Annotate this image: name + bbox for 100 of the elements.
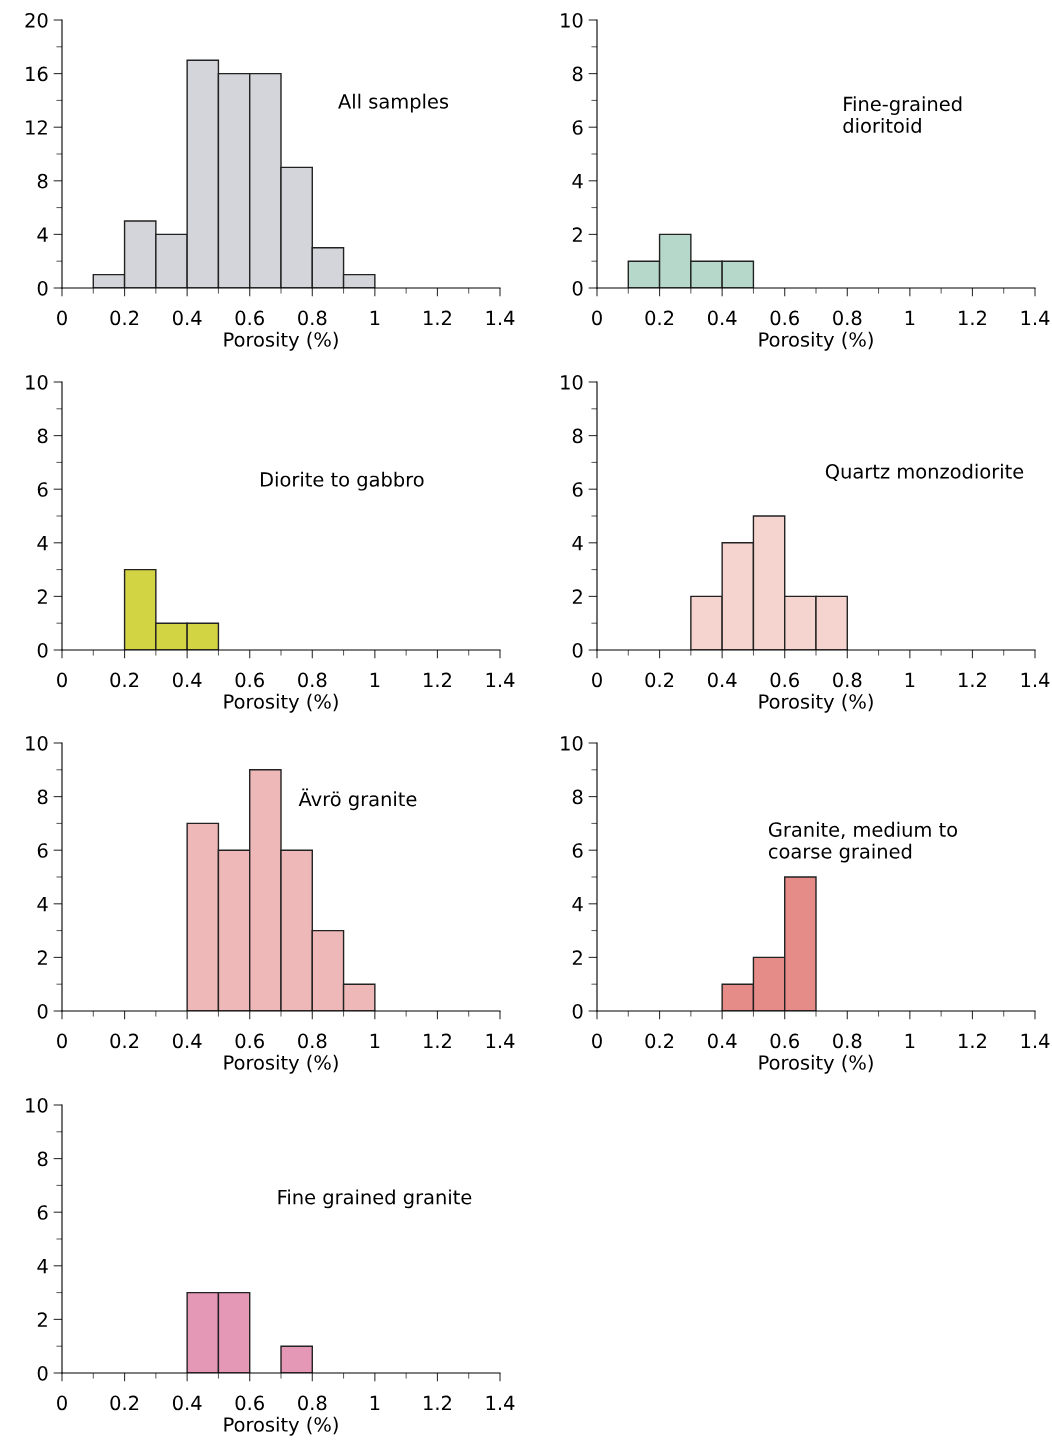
y-tick-label: 0 — [37, 1365, 48, 1381]
x-tick-label: 0.4 — [172, 310, 202, 326]
x-axis-title: Porosity (%) — [759, 331, 873, 351]
x-axis-title: Porosity (%) — [224, 1054, 338, 1074]
x-tick-label: 1.2 — [424, 1033, 451, 1048]
x-tick-label: 0.2 — [645, 672, 674, 688]
x-tick-label: 1 — [905, 310, 915, 325]
x-tick-label: 1.2 — [424, 1395, 451, 1410]
y-tick-label: 4 — [572, 536, 583, 551]
x-tick-label: 1.2 — [424, 310, 451, 325]
x-axis-title: Porosity (%) — [224, 1416, 338, 1436]
x-tick-label: 0 — [592, 672, 602, 688]
x-tick-label: 1.2 — [959, 310, 986, 325]
y-tick-label: 6 — [37, 482, 48, 497]
text: Fine-grained dioritoid — [843, 96, 962, 134]
y-tick-label: 0 — [37, 1003, 48, 1019]
x-tick-label: 1.2 — [959, 672, 986, 687]
text: Diorite to gabbro — [261, 471, 424, 491]
y-tick-label: 0 — [37, 280, 48, 296]
x-tick-label: 1.2 — [424, 672, 451, 687]
y-tick-label: 8 — [37, 428, 48, 444]
y-tick-label: 4 — [37, 1259, 48, 1274]
y-tick-label: 16 — [26, 66, 48, 82]
y-tick-label: 4 — [572, 174, 583, 189]
x-tick-label: 0.4 — [707, 672, 737, 688]
x-tick-label: 0 — [57, 1033, 67, 1049]
y-tick-label: 6 — [572, 482, 583, 497]
x-tick-label: 1 — [370, 310, 380, 325]
x-tick-label: 0.4 — [172, 672, 202, 688]
y-tick-label: 4 — [37, 897, 48, 912]
x-tick-label: 0.8 — [833, 672, 862, 688]
x-tick-label: 0.6 — [770, 1033, 799, 1049]
x-tick-label: 0.2 — [110, 672, 139, 688]
y-tick-label: 2 — [572, 950, 582, 965]
y-tick-label: 6 — [37, 843, 48, 858]
y-tick-label: 8 — [572, 66, 583, 82]
x-tick-label: 1.4 — [486, 1395, 515, 1410]
y-tick-label: 10 — [561, 374, 583, 390]
x-tick-label: 1.4 — [486, 1033, 515, 1048]
x-tick-label: 0.6 — [770, 310, 799, 326]
x-tick-label: 0.4 — [707, 310, 737, 326]
x-tick-label: 0.2 — [645, 310, 674, 326]
x-tick-label: 1 — [370, 672, 380, 687]
y-tick-label: 2 — [37, 950, 47, 965]
y-tick-label: 2 — [37, 589, 47, 604]
y-tick-label: 4 — [37, 227, 48, 242]
x-tick-label: 1.4 — [1021, 672, 1050, 687]
y-tick-label: 8 — [37, 1151, 48, 1167]
x-tick-label: 1.4 — [486, 310, 515, 325]
x-tick-label: 1 — [905, 1033, 915, 1048]
x-tick-label: 1 — [905, 672, 915, 687]
x-tick-label: 0.4 — [172, 1395, 202, 1411]
x-tick-label: 0.6 — [235, 672, 264, 688]
x-tick-label: 0.2 — [110, 1395, 139, 1411]
y-tick-label: 8 — [37, 173, 48, 189]
y-tick-label: 4 — [572, 897, 583, 912]
y-tick-label: 6 — [572, 120, 583, 135]
text: Ävrö granite — [298, 788, 417, 811]
x-tick-label: 0.4 — [172, 1033, 202, 1049]
text: Fine grained granite — [278, 1189, 472, 1209]
x-tick-label: 0.8 — [298, 1033, 327, 1049]
x-tick-label: 0.6 — [770, 672, 799, 688]
x-tick-label: 0.4 — [707, 1033, 737, 1049]
x-tick-label: 1 — [370, 1033, 380, 1048]
y-tick-label: 2 — [572, 227, 582, 242]
x-tick-label: 0.8 — [298, 672, 327, 688]
y-tick-label: 0 — [572, 642, 583, 658]
x-tick-label: 1.4 — [486, 672, 515, 687]
x-tick-label: 0.2 — [110, 310, 139, 326]
x-tick-label: 1.4 — [1021, 310, 1050, 325]
x-axis-title: Porosity (%) — [759, 693, 873, 713]
text: Granite, medium to coarse grained — [768, 821, 958, 863]
y-tick-label: 2 — [37, 1312, 47, 1327]
y-tick-label: 8 — [37, 789, 48, 805]
y-tick-label: 10 — [26, 735, 48, 751]
x-tick-label: 0.6 — [235, 1395, 264, 1411]
x-tick-label: 0.8 — [298, 310, 327, 326]
y-tick-label: 8 — [572, 789, 583, 805]
y-tick-label: 10 — [26, 374, 48, 390]
x-tick-label: 1 — [370, 1395, 380, 1410]
y-tick-label: 6 — [37, 1205, 48, 1220]
y-tick-label: 2 — [572, 589, 582, 604]
y-tick-label: 10 — [561, 12, 583, 28]
y-tick-label: 6 — [572, 843, 583, 858]
y-tick-label: 8 — [572, 428, 583, 444]
x-tick-label: 0.8 — [833, 1033, 862, 1049]
x-tick-label: 0.8 — [298, 1395, 327, 1411]
x-axis-title: Porosity (%) — [224, 693, 338, 713]
x-tick-label: 0.8 — [833, 310, 862, 326]
y-tick-label: 10 — [26, 1097, 48, 1113]
x-tick-label: 0.2 — [645, 1033, 674, 1049]
y-tick-label: 12 — [26, 120, 47, 135]
x-tick-label: 0 — [592, 1033, 602, 1049]
x-axis-title: Porosity (%) — [759, 1054, 873, 1074]
x-tick-label: 0.6 — [235, 1033, 264, 1049]
y-tick-label: 4 — [37, 536, 48, 551]
y-tick-label: 20 — [25, 12, 48, 28]
x-tick-label: 0 — [57, 310, 67, 326]
x-tick-label: 0.6 — [235, 310, 264, 326]
y-tick-label: 0 — [572, 280, 583, 296]
